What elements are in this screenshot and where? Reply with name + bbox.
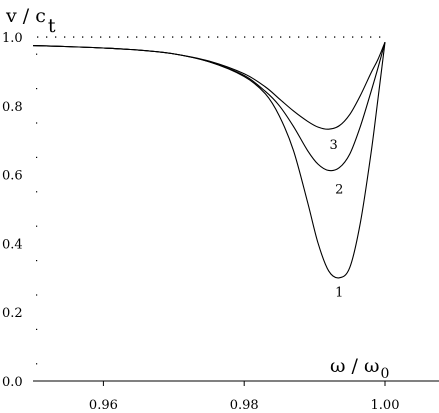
y-guide-dot xyxy=(36,156,38,158)
y-guide-dot xyxy=(36,225,38,227)
reference-dot xyxy=(361,36,363,38)
reference-dot xyxy=(82,36,84,38)
y-tick-label: 0.4 xyxy=(2,237,23,252)
x-axis-title: ω / ω0 xyxy=(330,355,389,382)
x-tick-label: 0.96 xyxy=(89,398,118,413)
y-tick-label: 0.6 xyxy=(2,169,23,184)
y-guide-dot xyxy=(36,328,38,330)
reference-dot xyxy=(379,36,381,38)
y-tick-label: 1.0 xyxy=(2,31,23,46)
reference-dot xyxy=(280,36,282,38)
reference-dot xyxy=(343,36,345,38)
curve-label-3: 3 xyxy=(329,138,337,153)
reference-dot xyxy=(118,36,120,38)
reference-dot xyxy=(217,36,219,38)
y-tick-label: 0.8 xyxy=(2,100,23,115)
series-line-3 xyxy=(32,41,386,130)
reference-dot xyxy=(64,36,66,38)
curve-label-1: 1 xyxy=(335,286,343,301)
x-axis-title-main: ω / ω xyxy=(330,355,379,377)
curves-layer xyxy=(32,41,386,279)
reference-dot xyxy=(316,36,318,38)
y-guide-dot xyxy=(36,363,38,365)
y-tick-label: 0.0 xyxy=(2,375,23,390)
reference-dot xyxy=(37,36,39,38)
reference-dot xyxy=(55,36,57,38)
reference-dot xyxy=(127,36,129,38)
y-tick-label: 0.2 xyxy=(2,306,23,321)
reference-dot xyxy=(145,36,147,38)
y-guide-dot xyxy=(36,122,38,124)
y-guide-dot xyxy=(36,294,38,296)
reference-dot xyxy=(370,36,372,38)
reference-dot xyxy=(100,36,102,38)
reference-dot xyxy=(154,36,156,38)
ticks-layer: 0.0 0.2 0.4 0.6 0.8 1.0 0.96 0.98 1.00 xyxy=(2,31,399,413)
reference-dot xyxy=(271,36,273,38)
x-tick-label: 0.98 xyxy=(230,398,259,413)
reference-dot xyxy=(73,36,75,38)
reference-dot xyxy=(136,36,138,38)
reference-dot xyxy=(109,36,111,38)
reference-dot xyxy=(235,36,237,38)
reference-dot xyxy=(325,36,327,38)
reference-dot xyxy=(190,36,192,38)
reference-dot xyxy=(172,36,174,38)
reference-dot xyxy=(289,36,291,38)
y-guide-dot xyxy=(36,191,38,193)
curve-label-2: 2 xyxy=(335,183,343,198)
reference-dot xyxy=(262,36,264,38)
reference-dot xyxy=(46,36,48,38)
reference-dot xyxy=(334,36,336,38)
x-axis-title-subscript: 0 xyxy=(380,366,389,382)
curve-labels-layer: 1 2 3 xyxy=(329,138,343,301)
reference-dot xyxy=(253,36,255,38)
reference-dot xyxy=(226,36,228,38)
reference-dot xyxy=(307,36,309,38)
series-line-1 xyxy=(32,42,386,279)
reference-dot xyxy=(181,36,183,38)
reference-dot xyxy=(298,36,300,38)
reference-line-layer xyxy=(36,36,381,365)
reference-dot xyxy=(91,36,93,38)
reference-dot xyxy=(244,36,246,38)
reference-dot xyxy=(352,36,354,38)
reference-dot xyxy=(163,36,165,38)
reference-dot xyxy=(208,36,210,38)
y-guide-dot xyxy=(36,260,38,262)
y-axis-title-subscript: t xyxy=(48,15,56,37)
y-guide-dot xyxy=(36,53,38,55)
x-tick-label: 1.00 xyxy=(371,398,400,413)
y-guide-dot xyxy=(36,88,38,90)
y-axis-title-main: v / c xyxy=(5,5,46,27)
reference-dot xyxy=(199,36,201,38)
